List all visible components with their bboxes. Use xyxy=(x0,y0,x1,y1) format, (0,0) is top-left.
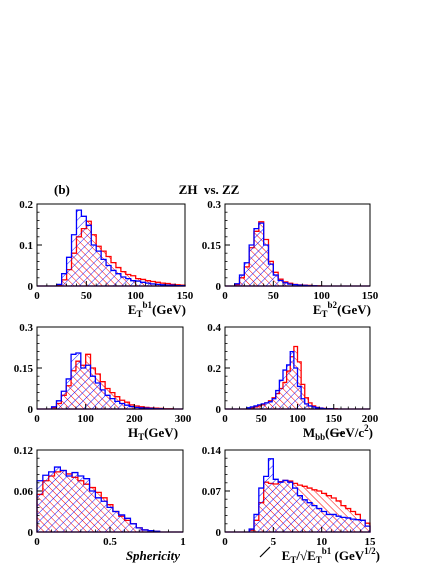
histogram-series-1 xyxy=(36,466,183,533)
xlabel-sphericity: Sphericity xyxy=(126,548,180,563)
y-tick-label: 0.12 xyxy=(14,445,34,457)
histogram-series-1 xyxy=(225,222,370,287)
y-tick-label: 0.2 xyxy=(207,363,221,375)
y-tick-label: 0.14 xyxy=(202,445,222,457)
x-tick-label: 0 xyxy=(34,290,40,302)
xlabel-met: ET/√ETb1 (GeV1/2) xyxy=(282,546,380,565)
x-tick-label: 15 xyxy=(365,536,377,548)
x-tick-label: 100 xyxy=(289,413,306,425)
xlabel-etb2: ETb2(GeV) xyxy=(313,300,371,319)
x-tick-label: 100 xyxy=(77,413,94,425)
y-tick-label: 0 xyxy=(216,281,222,293)
panel-label: (b) xyxy=(54,182,70,197)
x-tick-label: 50 xyxy=(256,413,268,425)
panel-etb1: 0 50 100 150 0 0.1 0.2 xyxy=(19,199,194,302)
y-tick-label: 0 xyxy=(216,404,222,416)
y-tick-label: 0 xyxy=(28,281,34,293)
panel-etb2: 0 50 100 150 0 0.15 0.3 xyxy=(202,199,379,302)
xlabel-etb1: ETb1(GeV) xyxy=(128,300,186,319)
histogram-series-1 xyxy=(225,458,371,533)
y-tick-label: 0.15 xyxy=(202,240,222,252)
met-slash xyxy=(259,546,271,558)
y-tick-label: 0.2 xyxy=(19,199,33,211)
y-tick-label: 0.3 xyxy=(207,199,221,211)
y-tick-label: 0 xyxy=(28,527,34,539)
x-tick-label: 1 xyxy=(180,536,186,548)
x-tick-label: 100 xyxy=(313,290,330,302)
panel-mbb: 0 50 100 150 200 0 0.2 0.4 xyxy=(207,322,379,425)
xlabel-ht: HT(GeV) xyxy=(128,425,178,442)
x-tick-label: 0 xyxy=(222,536,228,548)
x-tick-label: 0 xyxy=(222,290,228,302)
y-tick-label: 0.07 xyxy=(202,486,222,498)
x-tick-label: 50 xyxy=(268,290,280,302)
x-tick-label: 0 xyxy=(34,536,40,548)
x-tick-label: 200 xyxy=(126,413,143,425)
x-tick-label: 0 xyxy=(34,413,40,425)
x-tick-label: 200 xyxy=(362,413,379,425)
y-tick-label: 0 xyxy=(216,527,222,539)
y-tick-label: 0.4 xyxy=(207,322,221,334)
x-tick-label: 0.5 xyxy=(103,536,117,548)
figure-title: ZH vs. ZZ xyxy=(179,182,240,197)
x-tick-label: 100 xyxy=(127,290,144,302)
x-tick-label: 5 xyxy=(271,536,277,548)
x-tick-label: 150 xyxy=(326,413,343,425)
histogram-series-1 xyxy=(37,352,183,410)
x-tick-label: 300 xyxy=(175,413,192,425)
panel-sphericity: 0 0.5 1 0 0.06 0.12 xyxy=(14,445,186,548)
panel-ht: 0 100 200 300 0 0.15 0.3 xyxy=(14,322,192,425)
x-tick-label: 150 xyxy=(177,290,194,302)
x-tick-label: 50 xyxy=(81,290,93,302)
y-tick-label: 0.06 xyxy=(14,486,34,498)
x-tick-label: 10 xyxy=(316,536,328,548)
y-tick-label: 0.1 xyxy=(19,240,33,252)
y-tick-label: 0.3 xyxy=(19,322,33,334)
x-tick-label: 150 xyxy=(362,290,379,302)
histogram-series-1 xyxy=(37,209,186,287)
y-tick-label: 0 xyxy=(28,404,34,416)
y-tick-label: 0.15 xyxy=(14,363,34,375)
x-tick-label: 0 xyxy=(222,413,228,425)
panel-met-significance: 0 5 10 15 0 0.07 0.14 xyxy=(202,445,376,548)
